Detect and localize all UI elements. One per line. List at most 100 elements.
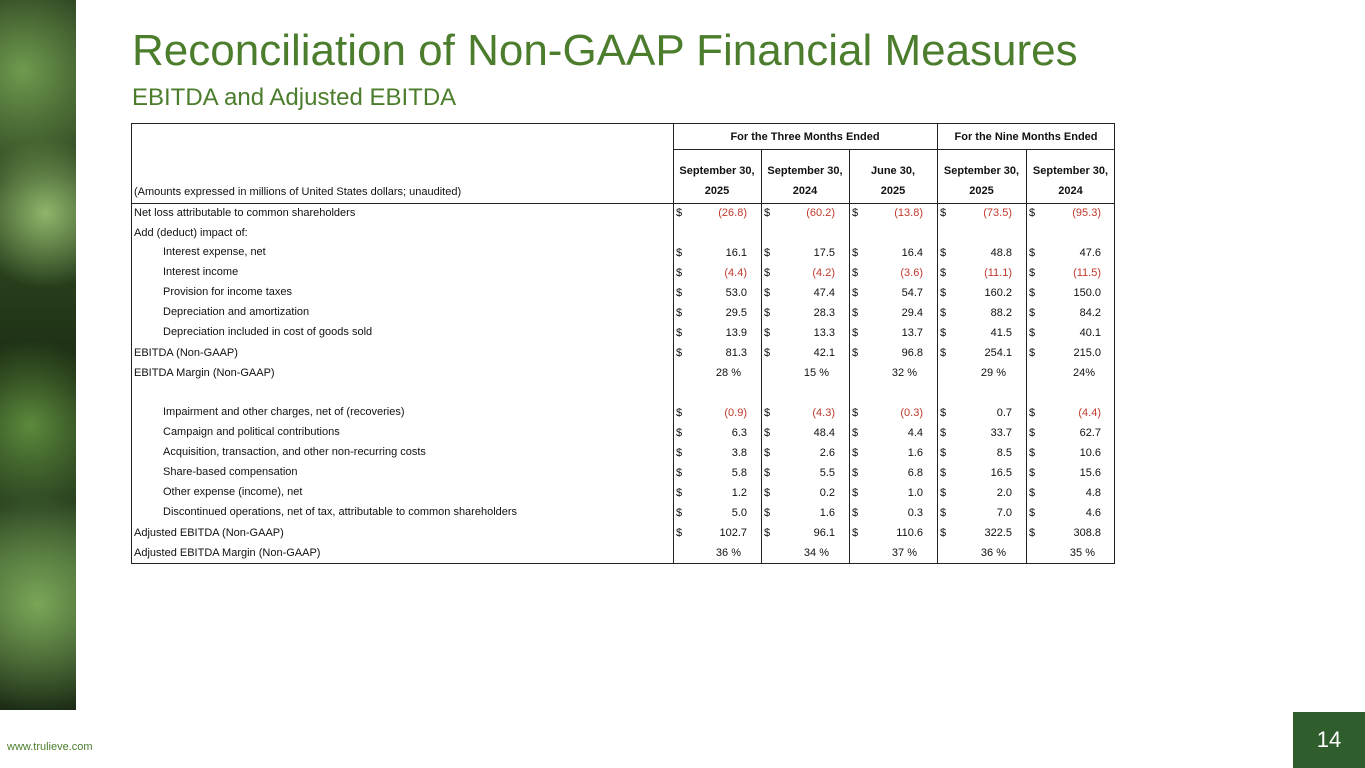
- cell-value: 0.3: [907, 507, 923, 519]
- currency: $: [764, 407, 771, 419]
- cell-value: 40.1: [1079, 327, 1101, 339]
- row-label: Other expense (income), net: [163, 486, 303, 498]
- cell-value: 36 %: [715, 547, 741, 559]
- row-label: Interest income: [163, 266, 239, 278]
- cell-value: 2.6: [819, 447, 835, 459]
- cell-value: 32 %: [891, 367, 917, 379]
- cell-value: 17.5: [813, 247, 835, 259]
- cell-value: 6.8: [907, 467, 923, 479]
- cell-value: 1.6: [907, 447, 923, 459]
- currency: $: [852, 267, 859, 279]
- currency: $: [764, 207, 771, 219]
- cell-value: 15 %: [803, 367, 829, 379]
- column-rule: [849, 149, 850, 563]
- column-header: 2024: [792, 185, 818, 197]
- currency: $: [764, 327, 771, 339]
- cell-value: 1.0: [907, 487, 923, 499]
- cell-value: 81.3: [725, 347, 747, 359]
- column-header: June 30,: [870, 165, 916, 177]
- cell-value: 54.7: [901, 287, 923, 299]
- currency: $: [676, 287, 683, 299]
- column-header: 2025: [704, 185, 730, 197]
- currency: $: [940, 247, 947, 259]
- currency: $: [764, 267, 771, 279]
- currency: $: [852, 527, 859, 539]
- cell-value: (4.2): [812, 267, 835, 279]
- cell-value: 16.4: [901, 247, 923, 259]
- cell-value: (60.2): [806, 207, 835, 219]
- cell-value: (13.8): [894, 207, 923, 219]
- cell-value: 2.0: [996, 487, 1012, 499]
- cell-value: 5.8: [731, 467, 747, 479]
- cell-value: 5.0: [731, 507, 747, 519]
- currency: $: [1029, 527, 1036, 539]
- row-label: Campaign and political contributions: [163, 426, 340, 438]
- currency: $: [764, 527, 771, 539]
- currency: $: [852, 207, 859, 219]
- currency: $: [940, 287, 947, 299]
- row-label: Acquisition, transaction, and other non-…: [163, 446, 426, 458]
- cell-value: 4.8: [1085, 487, 1101, 499]
- currency: $: [764, 247, 771, 259]
- currency: $: [852, 507, 859, 519]
- cell-value: 0.7: [996, 407, 1012, 419]
- currency: $: [676, 327, 683, 339]
- cell-value: 37 %: [891, 547, 917, 559]
- row-label: Depreciation and amortization: [163, 306, 310, 318]
- currency: $: [852, 427, 859, 439]
- currency: $: [676, 427, 683, 439]
- label-header: (Amounts expressed in millions of United…: [134, 186, 462, 198]
- table: For the Three Months Ended For the Nine M…: [131, 123, 1115, 564]
- currency: $: [676, 527, 683, 539]
- currency: $: [852, 327, 859, 339]
- cell-value: 160.2: [984, 287, 1012, 299]
- row-label: Impairment and other charges, net of (re…: [163, 406, 405, 418]
- cell-value: 308.8: [1073, 527, 1101, 539]
- group-header: For the Three Months Ended: [730, 131, 880, 143]
- cell-value: 13.3: [813, 327, 835, 339]
- row-label: Depreciation included in cost of goods s…: [163, 326, 373, 338]
- page-number: 14: [1293, 712, 1365, 768]
- currency: $: [940, 267, 947, 279]
- cell-value: (4.3): [812, 407, 835, 419]
- cell-value: 53.0: [725, 287, 747, 299]
- rule: [132, 203, 1114, 204]
- cell-value: 96.8: [901, 347, 923, 359]
- cell-value: (11.5): [1073, 267, 1101, 279]
- cell-value: 48.4: [813, 427, 835, 439]
- currency: $: [1029, 487, 1036, 499]
- currency: $: [1029, 267, 1036, 279]
- column-header: September 30,: [943, 165, 1020, 177]
- rule: [673, 149, 937, 150]
- currency: $: [1029, 467, 1036, 479]
- cell-value: 48.8: [990, 247, 1012, 259]
- cell-value: 47.4: [813, 287, 835, 299]
- currency: $: [676, 447, 683, 459]
- currency: $: [676, 347, 683, 359]
- currency: $: [940, 527, 947, 539]
- column-rule: [937, 124, 938, 563]
- currency: $: [852, 467, 859, 479]
- cell-value: 110.6: [896, 527, 923, 539]
- currency: $: [852, 247, 859, 259]
- cell-value: 88.2: [990, 307, 1012, 319]
- cell-value: 34 %: [803, 547, 829, 559]
- cell-value: 24%: [1072, 367, 1095, 379]
- currency: $: [852, 347, 859, 359]
- column-rule: [761, 149, 762, 563]
- cell-value: 29.4: [901, 307, 923, 319]
- cell-value: (4.4): [724, 267, 747, 279]
- row-label: EBITDA Margin (Non-GAAP): [134, 367, 275, 379]
- row-label: EBITDA (Non-GAAP): [134, 347, 238, 359]
- cell-value: 47.6: [1079, 247, 1101, 259]
- cell-value: 62.7: [1079, 427, 1101, 439]
- cell-value: 13.7: [901, 327, 923, 339]
- cell-value: 16.1: [725, 247, 747, 259]
- column-rule: [1026, 149, 1027, 563]
- currency: $: [852, 287, 859, 299]
- cell-value: 150.0: [1073, 287, 1101, 299]
- cell-value: (0.9): [724, 407, 747, 419]
- cell-value: 28.3: [813, 307, 835, 319]
- column-header: 2025: [969, 185, 994, 197]
